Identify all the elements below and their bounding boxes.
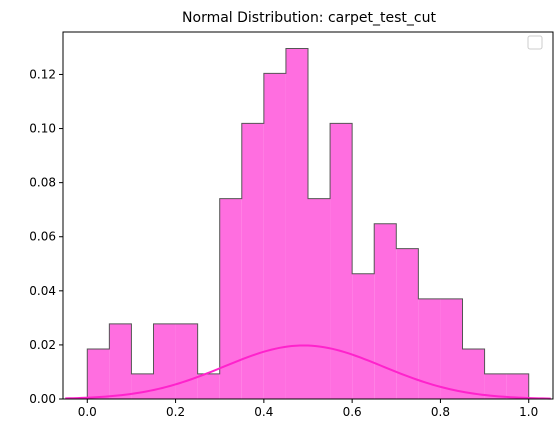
histogram-bar bbox=[462, 348, 485, 399]
y-tick-label: 0.08 bbox=[29, 176, 56, 190]
plot-area bbox=[65, 47, 551, 400]
histogram-bar bbox=[418, 298, 441, 399]
legend-box bbox=[527, 35, 543, 50]
histogram-bar bbox=[440, 298, 463, 399]
y-tick-label: 0.00 bbox=[29, 392, 56, 406]
histogram-bar bbox=[109, 323, 132, 399]
histogram-outline bbox=[86, 47, 530, 399]
x-tick-label: 0.6 bbox=[343, 405, 362, 419]
histogram-bar bbox=[374, 223, 397, 399]
histogram-bar bbox=[153, 323, 176, 399]
x-tick-label: 1.0 bbox=[519, 405, 538, 419]
histogram-bar bbox=[87, 348, 110, 399]
y-tick-label: 0.06 bbox=[29, 230, 56, 244]
histogram-bar bbox=[484, 373, 507, 399]
histogram-bar bbox=[175, 323, 198, 399]
normal-curve-line bbox=[65, 344, 551, 400]
y-tick-label: 0.02 bbox=[29, 338, 56, 352]
histogram-bar bbox=[308, 198, 331, 399]
histogram-bar bbox=[263, 73, 286, 399]
histogram-bar bbox=[330, 123, 353, 400]
y-tick-label: 0.04 bbox=[29, 284, 56, 298]
y-tick-label: 0.10 bbox=[29, 122, 56, 136]
chart-title: Normal Distribution: carpet_test_cut bbox=[182, 10, 436, 26]
x-tick-label: 0.4 bbox=[254, 405, 273, 419]
histogram-bar bbox=[131, 373, 154, 399]
x-tick-label: 0.0 bbox=[78, 405, 97, 419]
histogram-bar bbox=[506, 373, 529, 399]
histogram-bar bbox=[219, 198, 242, 399]
y-tick-label: 0.12 bbox=[29, 67, 56, 81]
histogram-bar bbox=[285, 48, 308, 399]
histogram-bar bbox=[352, 273, 375, 399]
x-tick-label: 0.2 bbox=[166, 405, 185, 419]
histogram-bar bbox=[197, 373, 220, 399]
histogram-bar bbox=[396, 248, 419, 399]
x-tick-label: 0.8 bbox=[431, 405, 450, 419]
legend bbox=[527, 35, 543, 50]
plot-frame bbox=[62, 31, 554, 400]
axes: 0.0 0.2 0.4 0.6 0.8 1.0 0.00 0.02 0.04 0.06 0.08 0.… bbox=[29, 31, 554, 419]
histogram-bar bbox=[241, 123, 264, 400]
